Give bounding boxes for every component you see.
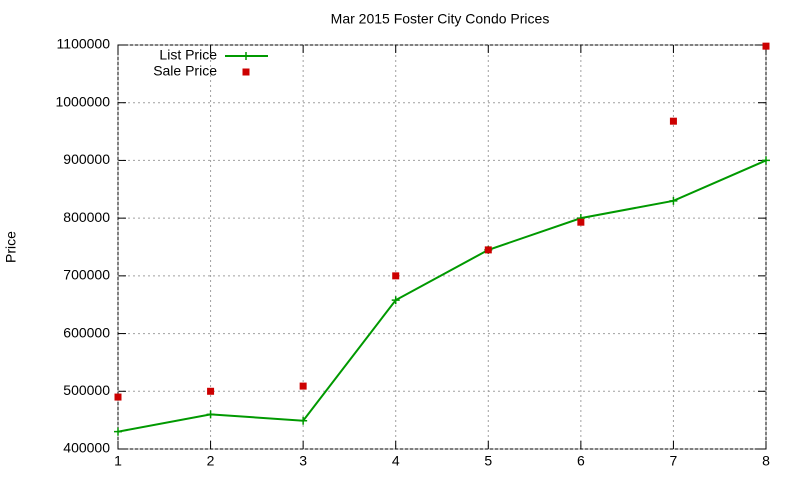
x-tick-label: 1 <box>114 453 122 469</box>
plot-frame <box>117 44 767 450</box>
y-tick-label: 400000 <box>63 440 110 456</box>
x-tick-label: 6 <box>577 453 585 469</box>
point-marker <box>114 393 122 401</box>
point-marker <box>207 387 215 395</box>
point-marker <box>669 196 678 205</box>
point-marker <box>299 382 307 390</box>
x-tick-label: 2 <box>207 453 215 469</box>
point-marker <box>762 156 770 165</box>
point-marker <box>299 416 308 425</box>
point-marker <box>669 117 677 125</box>
x-tick-label: 8 <box>762 453 770 469</box>
legend-label: List Price <box>159 47 217 63</box>
point-marker <box>392 272 400 280</box>
point-marker <box>762 42 770 50</box>
point-marker <box>114 427 122 436</box>
x-tick-label: 4 <box>392 453 400 469</box>
point-marker <box>206 410 215 419</box>
series-line <box>117 159 767 433</box>
x-tick-label: 3 <box>299 453 307 469</box>
x-tick-label: 7 <box>670 453 678 469</box>
y-tick-label: 600000 <box>63 324 110 340</box>
point-marker <box>391 296 400 305</box>
y-tick-label: 1000000 <box>55 93 110 109</box>
y-axis-label: Price <box>3 231 19 263</box>
x-tick-label: 5 <box>484 453 492 469</box>
y-tick-label: 700000 <box>63 267 110 283</box>
y-tick-label: 800000 <box>63 209 110 225</box>
point-marker <box>484 246 492 254</box>
chart-title: Mar 2015 Foster City Condo Prices <box>331 11 550 27</box>
legend-label: Sale Price <box>153 63 217 79</box>
point-marker <box>577 218 585 226</box>
y-tick-label: 1100000 <box>57 36 111 52</box>
y-tick-label: 900000 <box>63 151 110 167</box>
y-tick-label: 500000 <box>63 382 110 398</box>
legend-swatch <box>242 52 250 60</box>
legend-swatch <box>242 68 250 76</box>
